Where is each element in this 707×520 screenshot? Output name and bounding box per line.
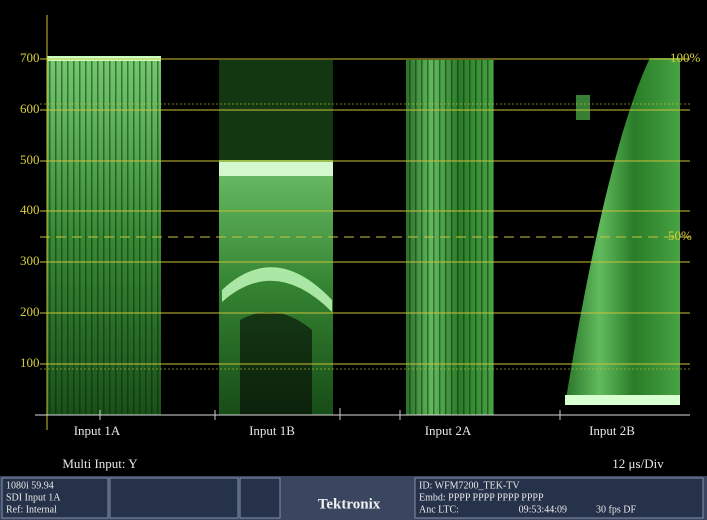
graticule-labels: 700 600 500 400 300 200 100 100% 50% bbox=[20, 50, 701, 370]
graticule-label: 100 bbox=[20, 355, 40, 370]
graticule-label: 300 bbox=[20, 253, 40, 268]
display-mode: Multi Input: Y bbox=[62, 456, 138, 471]
channel-label: Input 2A bbox=[425, 423, 472, 438]
status-rate: 30 fps DF bbox=[596, 504, 636, 515]
graticule-label: 200 bbox=[20, 304, 40, 319]
status-embd: Embd: PPPP PPPP PPPP PPPP bbox=[419, 492, 544, 503]
status-id: ID: WFM7200_TEK-TV bbox=[419, 480, 520, 491]
graticule-label: 700 bbox=[20, 50, 40, 65]
channel-label: Input 2B bbox=[589, 423, 635, 438]
graticule bbox=[35, 15, 690, 430]
status-ref: Ref: Internal bbox=[6, 504, 57, 515]
channel-label: Input 1B bbox=[249, 423, 295, 438]
channel-label: Input 1A bbox=[74, 423, 121, 438]
channel-labels: Input 1A Input 1B Input 2A Input 2B Mult… bbox=[62, 423, 664, 471]
status-timecode: 09:53:44:09 bbox=[519, 504, 567, 515]
status-format: 1080i 59.94 bbox=[6, 480, 54, 491]
percent-label: 50% bbox=[668, 228, 692, 243]
brand: Tektronix bbox=[318, 496, 381, 512]
sweep-rate: 12 μs/Div bbox=[612, 456, 664, 471]
baseline-ticks bbox=[99, 408, 561, 420]
status-anc: Anc LTC: bbox=[419, 504, 459, 515]
graticule-label: 400 bbox=[20, 202, 40, 217]
status-bar: 1080i 59.94 SDI Input 1A Ref: Internal T… bbox=[0, 476, 707, 520]
graticule-label: 600 bbox=[20, 101, 40, 116]
status-input: SDI Input 1A bbox=[6, 492, 61, 503]
percent-label: 100% bbox=[670, 50, 701, 65]
graticule-label: 500 bbox=[20, 152, 40, 167]
